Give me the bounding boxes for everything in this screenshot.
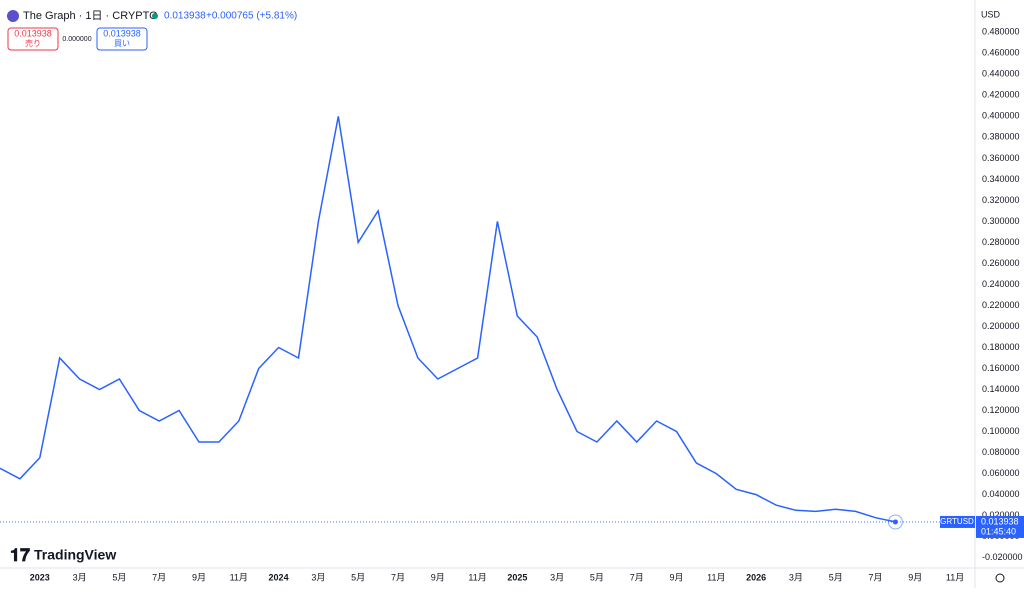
x-tick-label: 2026	[746, 572, 766, 582]
x-tick-label: 9月	[192, 572, 206, 582]
y-tick-label: 0.280000	[982, 237, 1020, 247]
y-tick-label: 0.260000	[982, 258, 1020, 268]
price-tag-value: 0.013938	[981, 516, 1019, 526]
x-tick-label: 5月	[351, 572, 365, 582]
buy-label: 買い	[114, 39, 130, 48]
market-status	[152, 13, 158, 19]
y-tick-label: 0.360000	[982, 153, 1020, 163]
x-tick-label: 7月	[391, 572, 405, 582]
y-tick-label: 0.180000	[982, 342, 1020, 352]
y-tick-label: 0.460000	[982, 48, 1020, 58]
x-tick-label: 9月	[431, 572, 445, 582]
spread: 0.000000	[62, 36, 91, 43]
y-tick-label: 0.380000	[982, 132, 1020, 142]
y-tick-label: 0.220000	[982, 300, 1020, 310]
x-tick-label: 9月	[908, 572, 922, 582]
x-tick-label: 7月	[152, 572, 166, 582]
y-tick-label: 0.300000	[982, 216, 1020, 226]
y-tick-label: 0.120000	[982, 405, 1020, 415]
y-tick-label: 0.040000	[982, 489, 1020, 499]
x-tick-label: 7月	[630, 572, 644, 582]
sell-button[interactable]	[7, 27, 59, 51]
last-point	[892, 519, 898, 525]
x-tick-label: 3月	[73, 572, 87, 582]
header-price: 0.013938	[164, 11, 206, 22]
x-tick-label: 5月	[590, 572, 604, 582]
currency[interactable]: USD	[981, 9, 1001, 19]
chart-title: The Graph · 1日 · CRYPTO	[23, 10, 158, 22]
x-tick-label: 11月	[707, 572, 725, 582]
y-tick-label: 0.340000	[982, 174, 1020, 184]
x-tick-label: 3月	[789, 572, 803, 582]
price-tag-bg	[976, 515, 1024, 538]
y-tick-label: 0.140000	[982, 384, 1020, 394]
sell-label: 売り	[25, 38, 41, 48]
symbol-icon	[7, 10, 19, 22]
y-tick-label: 0.200000	[982, 321, 1020, 331]
price-tag-countdown: 01:45:40	[981, 526, 1016, 536]
x-tick-label: 9月	[670, 572, 684, 582]
y-tick-label: 0.080000	[982, 447, 1020, 457]
y-tick-label: 0.100000	[982, 426, 1020, 436]
x-tick-label: 2025	[507, 572, 527, 582]
x-tick-label: 3月	[311, 572, 325, 582]
x-tick-label: 11月	[468, 572, 486, 582]
price-tag-name: GRTUSD	[940, 517, 974, 526]
y-tick-label: 0.160000	[982, 363, 1020, 373]
y-tick-label: 0.060000	[982, 468, 1020, 478]
brand-icon: 𝟏𝟕	[10, 545, 30, 565]
y-tick-label: 0.420000	[982, 90, 1020, 100]
x-tick-label: 3月	[550, 572, 564, 582]
buy-price: 0.013938	[103, 28, 141, 38]
y-tick-label: 0.400000	[982, 111, 1020, 121]
y-tick-label: -0.020000	[982, 552, 1023, 562]
buy-button[interactable]	[96, 27, 148, 51]
x-tick-label: 5月	[829, 572, 843, 582]
y-tick-label: 0.020000	[982, 510, 1020, 520]
y-tick-label: 0.440000	[982, 69, 1020, 79]
last-point-ring	[887, 514, 903, 530]
x-tick-label: 5月	[112, 572, 126, 582]
brand: TradingView	[34, 547, 116, 563]
price-tag-name-bg	[940, 515, 975, 528]
settings-icon[interactable]	[995, 573, 1005, 583]
price-line	[0, 116, 896, 523]
sell-price: 0.013938	[14, 28, 52, 38]
y-tick-label: 0.240000	[982, 279, 1020, 289]
x-tick-label: 11月	[230, 572, 248, 582]
x-tick-label: 2024	[269, 572, 289, 582]
y-tick-label: 0.320000	[982, 195, 1020, 205]
y-tick-label: 0.480000	[982, 27, 1020, 37]
x-tick-label: 2023	[30, 572, 50, 582]
header-change: +0.000765 (+5.81%)	[206, 11, 297, 22]
x-tick-label: 11月	[946, 572, 964, 582]
x-tick-label: 7月	[869, 572, 883, 582]
